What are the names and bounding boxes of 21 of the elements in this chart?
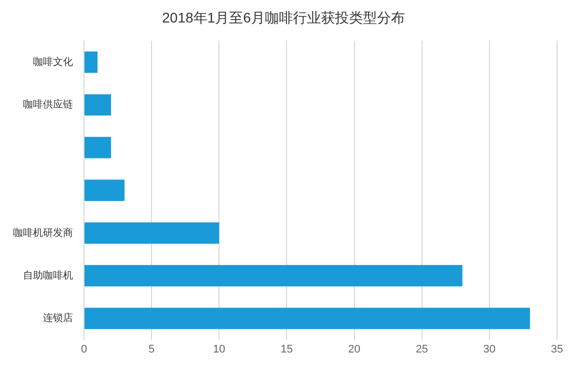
y-tick-label: 连锁店 <box>43 312 73 324</box>
x-tick-label: 10 <box>213 343 226 356</box>
bar <box>84 180 125 201</box>
x-tick-label: 35 <box>550 343 564 356</box>
bar <box>84 51 98 73</box>
y-tick-label: 咖啡机研发商 <box>13 226 73 239</box>
bar <box>84 265 462 286</box>
x-tick-label: 30 <box>483 343 496 356</box>
x-tick-label: 0 <box>80 343 88 356</box>
x-tick-label: 25 <box>416 343 428 356</box>
chart-title: 2018年1月至6月咖啡行业获投类型分布 <box>162 9 405 26</box>
y-tick-label: 自助咖啡机 <box>23 269 73 282</box>
x-tick-label: 15 <box>280 343 293 356</box>
x-tick-label: 5 <box>148 343 155 356</box>
bar <box>84 136 112 158</box>
bar <box>84 94 112 116</box>
x-tick-label: 20 <box>348 343 360 356</box>
y-tick-label: 咖啡文化 <box>33 56 73 68</box>
bar <box>84 308 530 330</box>
y-tick-label: 咖啡供应链 <box>23 98 73 111</box>
bar <box>84 222 220 244</box>
